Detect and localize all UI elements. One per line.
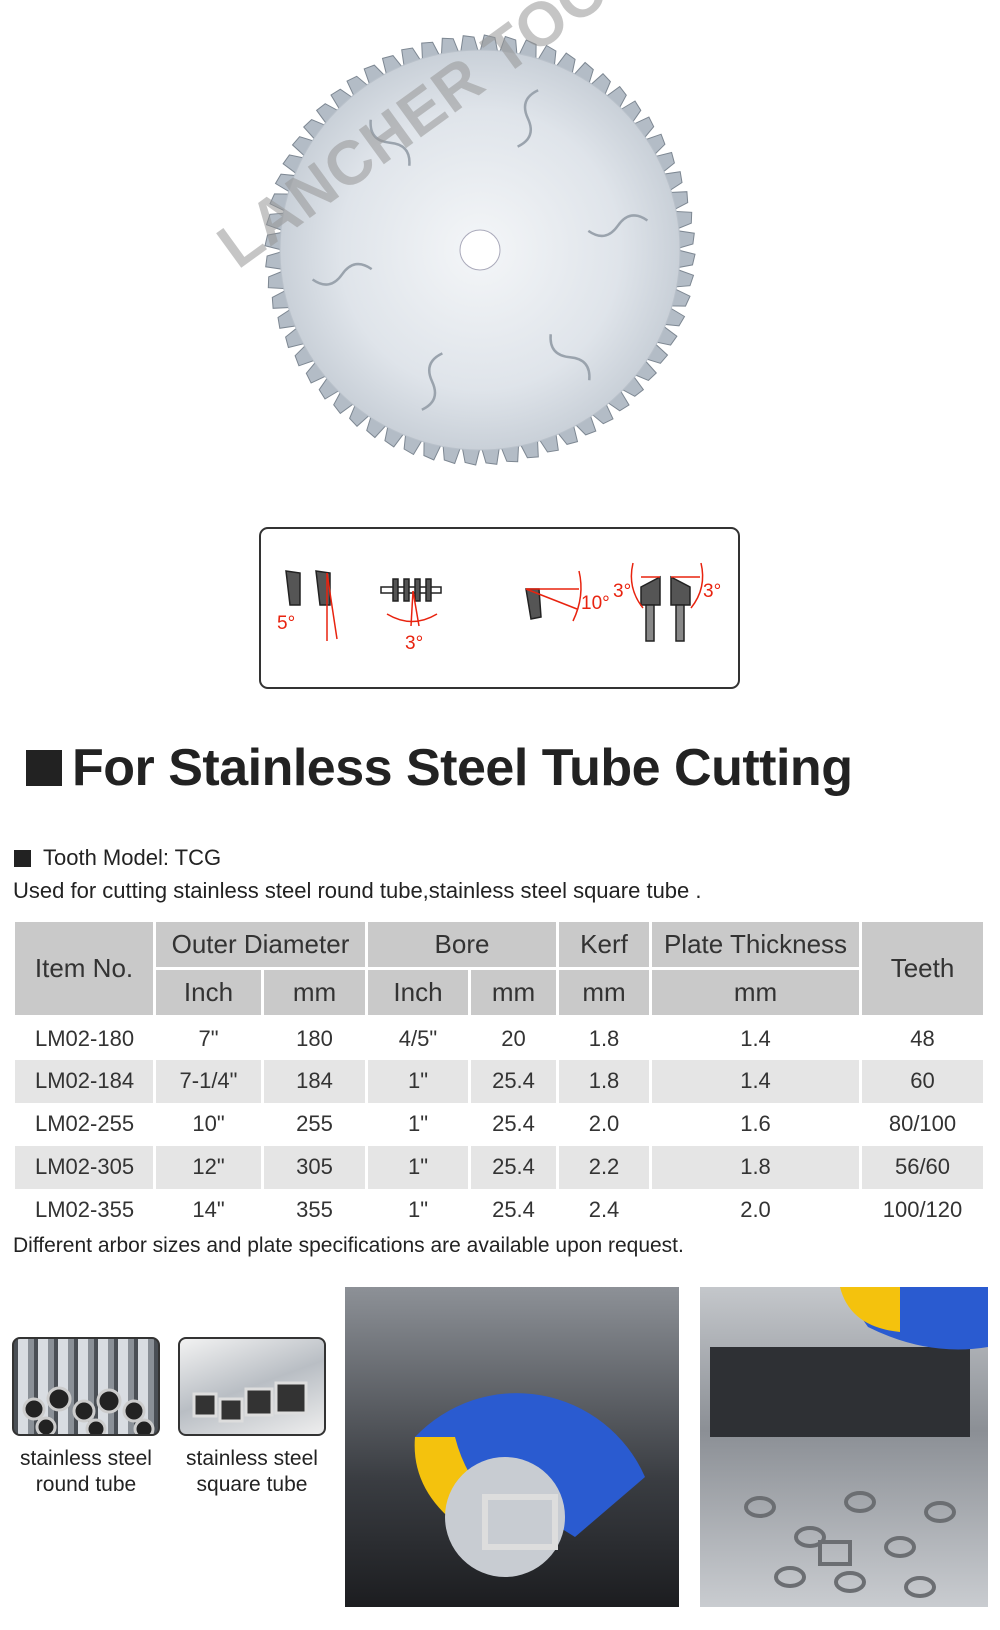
caption-line: round tube <box>35 1473 137 1496</box>
square-tube-image <box>178 1337 326 1436</box>
table-cell: 1" <box>365 1102 471 1146</box>
table-cell: 20 <box>468 1016 559 1060</box>
subheader-unit: mm <box>556 967 652 1018</box>
table-cell: 305 <box>261 1145 368 1189</box>
table-cell: 1.4 <box>649 1059 862 1103</box>
table-cell: 4/5" <box>365 1016 471 1060</box>
bevel-left-label: 3° <box>613 581 631 602</box>
square-bullet-icon <box>14 849 31 867</box>
table-cell: 25.4 <box>468 1145 559 1189</box>
table-cell: 1" <box>365 1145 471 1189</box>
table-row: LM02-184 7-1/4" 184 1" 25.4 1.8 1.4 60 <box>12 1059 986 1103</box>
table-cell: 2.0 <box>649 1188 862 1232</box>
table-cell: 1.4 <box>649 1016 862 1060</box>
table-cell: 48 <box>859 1016 986 1060</box>
spec-table: Item No. Outer Diameter Bore Kerf Plate … <box>12 919 986 1232</box>
table-cell: 12" <box>153 1145 264 1189</box>
table-cell: 1" <box>365 1188 471 1232</box>
caption-line: stainless steel <box>186 1447 318 1470</box>
tooth-model-text: Tooth Model: TCG <box>43 845 222 870</box>
table-row: LM02-255 10" 255 1" 25.4 2.0 1.6 80/100 <box>12 1102 986 1146</box>
header-item-no: Item No. <box>12 919 156 1018</box>
header-plate-thickness: Plate Thickness <box>649 919 862 970</box>
table-cell: 2.4 <box>556 1188 652 1232</box>
table-row: LM02-180 7" 180 4/5" 20 1.8 1.4 48 <box>12 1016 986 1060</box>
table-cell: 80/100 <box>859 1102 986 1146</box>
tooth-geometry-diagram: 5° 3° 10° 3° 3° <box>259 527 740 689</box>
table-cell: LM02-180 <box>12 1016 156 1060</box>
table-cell: LM02-305 <box>12 1145 156 1189</box>
table-row: LM02-305 12" 305 1" 25.4 2.2 1.8 56/60 <box>12 1145 986 1189</box>
table-cell: 180 <box>261 1016 368 1060</box>
table-cell: 1.8 <box>649 1145 862 1189</box>
table-cell: 355 <box>261 1188 368 1232</box>
table-cell: 10" <box>153 1102 264 1146</box>
expansion-slot <box>421 352 443 411</box>
expansion-slot <box>587 214 649 238</box>
table-cell: 1" <box>365 1059 471 1103</box>
square-tube-caption: stainless steel square tube <box>172 1446 332 1498</box>
subheader-unit: mm <box>649 967 862 1018</box>
saw-blade-image <box>264 34 696 466</box>
table-cell: LM02-355 <box>12 1188 156 1232</box>
clearance-angle-label: 5° <box>277 613 295 634</box>
table-cell: 2.0 <box>556 1102 652 1146</box>
header-kerf: Kerf <box>556 919 652 970</box>
table-cell: 7" <box>153 1016 264 1060</box>
table-cell: 184 <box>261 1059 368 1103</box>
side-angle-label: 3° <box>405 633 423 654</box>
table-cell: 1.8 <box>556 1016 652 1060</box>
square-bullet-icon <box>26 750 62 786</box>
table-cell: 7-1/4" <box>153 1059 264 1103</box>
header-bore: Bore <box>365 919 559 970</box>
expansion-slot <box>369 119 411 166</box>
subheader-unit: mm <box>261 967 368 1018</box>
table-cell: 56/60 <box>859 1145 986 1189</box>
table-cell: LM02-255 <box>12 1102 156 1146</box>
table-cell: 25.4 <box>468 1059 559 1103</box>
table-cell: 25.4 <box>468 1188 559 1232</box>
usage-text: Used for cutting stainless steel round t… <box>13 878 702 903</box>
caption-line: square tube <box>196 1473 308 1496</box>
table-cell: 1.6 <box>649 1102 862 1146</box>
cutting-machine-photo <box>345 1287 679 1607</box>
expansion-slot <box>549 334 591 381</box>
header-teeth: Teeth <box>859 919 986 1018</box>
bevel-right-label: 3° <box>703 581 721 602</box>
page-title: For Stainless Steel Tube Cutting <box>72 739 853 797</box>
table-cell: 60 <box>859 1059 986 1103</box>
subheader-unit: mm <box>468 967 559 1018</box>
table-cell: 14" <box>153 1188 264 1232</box>
expansion-slot <box>311 262 373 286</box>
round-tube-caption: stainless steel round tube <box>6 1446 166 1498</box>
table-cell: LM02-184 <box>12 1059 156 1103</box>
subheader-unit: Inch <box>153 967 264 1018</box>
table-row: LM02-355 14" 355 1" 25.4 2.4 2.0 100/120 <box>12 1188 986 1232</box>
rake-angle-label: 10° <box>581 593 610 614</box>
table-cell: 255 <box>261 1102 368 1146</box>
subheader-unit: Inch <box>365 967 471 1018</box>
footnote: Different arbor sizes and plate specific… <box>13 1234 684 1257</box>
tooth-model: Tooth Model: TCG <box>14 845 221 871</box>
table-cell: 25.4 <box>468 1102 559 1146</box>
table-cell: 1.8 <box>556 1059 652 1103</box>
round-tube-image <box>12 1337 160 1436</box>
expansion-slot <box>517 89 539 148</box>
section-heading: For Stainless Steel Tube Cutting <box>26 738 853 798</box>
table-cell: 100/120 <box>859 1188 986 1232</box>
caption-line: stainless steel <box>20 1447 152 1470</box>
table-cell: 2.2 <box>556 1145 652 1189</box>
header-outer-diameter: Outer Diameter <box>153 919 368 970</box>
cut-tube-pieces-photo <box>700 1287 988 1607</box>
